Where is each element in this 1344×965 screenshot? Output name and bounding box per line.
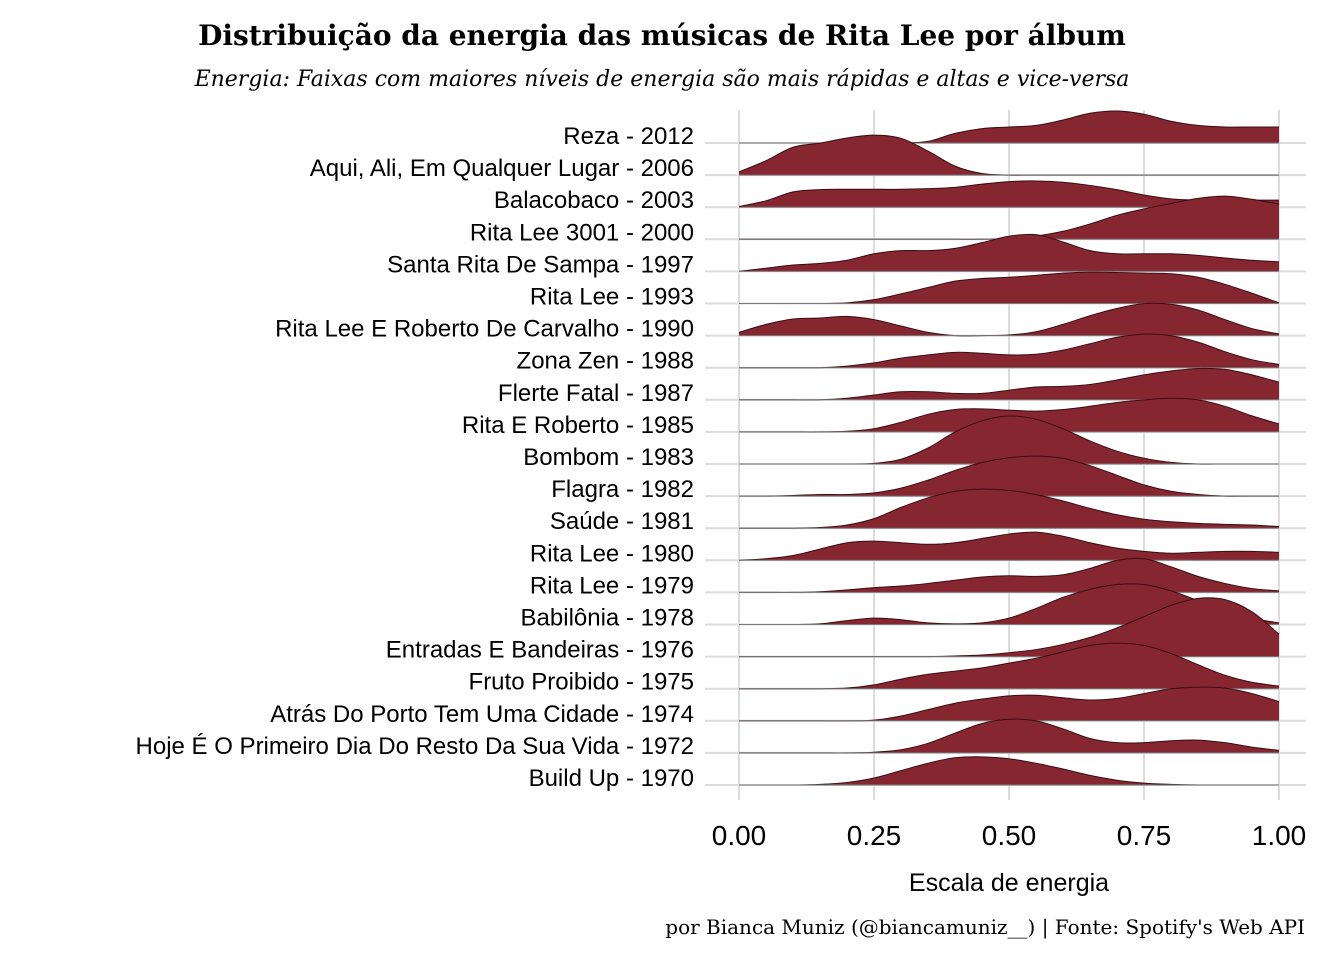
ridge-series: [739, 597, 1280, 658]
ridge-outline: [738, 302, 1280, 337]
ridge-area: [739, 234, 1279, 272]
ridge-area: [739, 643, 1279, 689]
ridge-area: [739, 272, 1279, 304]
y-category-label: Build Up - 1970: [529, 765, 694, 792]
ridge-area: [739, 489, 1279, 529]
ridge-area: [739, 135, 1279, 176]
x-axis-title: Escala de energia: [909, 869, 1109, 897]
ridge-area: [739, 456, 1279, 497]
x-tick-label: 0.75: [1117, 820, 1172, 851]
ridge-area: [739, 558, 1279, 593]
y-category-label: Santa Rita De Sampa - 1997: [387, 251, 694, 278]
y-category-label: Rita Lee - 1993: [530, 284, 694, 311]
ridge-outline: [739, 583, 1280, 626]
ridge-area: [739, 415, 1279, 465]
y-category-label: Balacobaco - 2003: [494, 187, 694, 214]
ridge-series: [738, 531, 1280, 561]
y-category-label: Fruto Proibido - 1975: [469, 669, 694, 696]
ridge-series: [739, 718, 1280, 754]
ridge-area: [739, 334, 1279, 368]
ridge-outline: [738, 531, 1280, 561]
y-category-label: Hoje É O Primeiro Dia Do Resto Da Sua Vi…: [136, 733, 694, 760]
ridge-series: [738, 557, 1280, 593]
ridge-series: [738, 756, 1279, 786]
y-category-label: Babilônia - 1978: [521, 605, 694, 632]
y-category-label: Atrás Do Porto Tem Uma Cidade - 1974: [270, 701, 694, 728]
y-category-label: Rita Lee - 1980: [530, 540, 694, 567]
y-category-label: Entradas E Bandeiras - 1976: [386, 637, 694, 664]
y-category-label: Zona Zen - 1988: [517, 348, 694, 375]
ridge-area: [739, 597, 1279, 657]
ridge-outline: [738, 233, 1280, 272]
ridge-area: [739, 687, 1279, 721]
y-category-label: Saúde - 1981: [550, 508, 694, 535]
ridge-series: [739, 488, 1280, 529]
x-tick-label: 0.25: [847, 820, 902, 851]
ridge-area: [739, 180, 1279, 208]
x-tick-label: 1.00: [1252, 820, 1307, 851]
ridge-series: [738, 302, 1280, 337]
ridge-area: [739, 196, 1279, 240]
y-category-label: Reza - 2012: [563, 123, 694, 150]
ridge-area: [739, 719, 1279, 753]
ridge-outline: [738, 455, 1279, 497]
ridge-area: [739, 532, 1279, 561]
chart-caption: por Bianca Muniz (@biancamuniz__) | Font…: [665, 915, 1305, 940]
y-category-label: Flagra - 1982: [551, 476, 694, 503]
ridge-layer: [738, 110, 1280, 786]
ridge-area: [739, 303, 1279, 336]
ridge-outline: [738, 557, 1280, 593]
y-category-label: Flerte Fatal - 1987: [498, 380, 694, 407]
chart-subtitle: Energia: Faixas com maiores níveis de en…: [194, 67, 1130, 92]
ridge-series: [738, 134, 1279, 176]
ridge-area: [739, 398, 1279, 432]
y-category-label: Rita Lee E Roberto De Carvalho - 1990: [275, 316, 694, 343]
chart-title: Distribuição da energia das músicas de R…: [198, 19, 1126, 52]
x-tick-label: 0.00: [712, 820, 767, 851]
y-category-label: Rita E Roberto - 1985: [462, 412, 694, 439]
y-category-label: Rita Lee - 1979: [530, 572, 694, 599]
y-category-label: Rita Lee 3001 - 2000: [470, 219, 694, 246]
y-category-label: Bombom - 1983: [523, 444, 694, 471]
ridge-series: [738, 233, 1280, 272]
ridge-series: [738, 271, 1280, 305]
ridge-area: [739, 583, 1279, 625]
x-tick-label: 0.50: [982, 820, 1037, 851]
ridge-area: [739, 368, 1279, 400]
ridge-outline: [739, 488, 1280, 529]
ridge-area: [739, 756, 1279, 786]
label-layer: 0.00 0.25 0.50 0.75 1.00 Reza - 2012 Aqui, Ali…: [136, 123, 1307, 851]
y-category-label: Aqui, Ali, Em Qualquer Lugar - 2006: [310, 155, 694, 182]
ridge-series: [738, 333, 1280, 369]
